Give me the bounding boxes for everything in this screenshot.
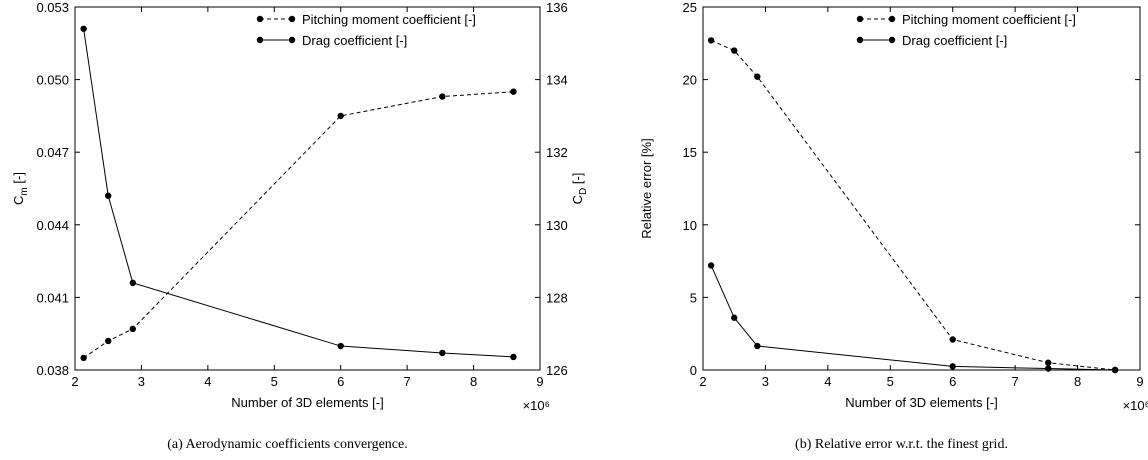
y2-tick-label: 130 <box>546 218 568 233</box>
y-tick-label: 0.038 <box>36 363 69 378</box>
x-axis-label: Number of 3D elements [-] <box>845 395 997 410</box>
series-marker <box>80 25 87 32</box>
x-tick-label: 6 <box>337 374 344 389</box>
chart: 2 3 4 5 6 7 8 9 0 5 10 15 20 25 Number of 3D elements … <box>639 0 1148 452</box>
series-marker <box>949 336 956 343</box>
label-subscript: m <box>19 187 30 195</box>
x-multiplier: ×10⁶ <box>523 398 550 413</box>
series-marker <box>1111 366 1119 374</box>
legend-marker <box>888 15 896 23</box>
legend-marker <box>256 15 264 23</box>
legend-marker <box>856 15 864 23</box>
series-marker <box>1045 365 1052 372</box>
x-tick-label: 6 <box>949 374 956 389</box>
series-marker <box>105 192 112 199</box>
series-marker <box>707 37 715 44</box>
series-marker <box>754 73 761 80</box>
x-tick-label: 8 <box>470 374 477 389</box>
series-line <box>710 39 1116 371</box>
label-unit: [-] <box>570 173 585 188</box>
y-tick-label: 5 <box>690 290 697 305</box>
legend-label: Pitching moment coefficient [-] <box>302 12 476 27</box>
axis-label: CD [-] <box>570 173 589 205</box>
x-multiplier: ×10⁶ <box>1123 398 1148 413</box>
legend-label: Drag coefficient [-] <box>302 33 407 48</box>
x-tick-label: 5 <box>887 374 894 389</box>
legend-label: Pitching moment coefficient [-] <box>902 12 1076 27</box>
y-tick-label: 0.053 <box>36 0 69 15</box>
x-tick-label: 3 <box>762 374 769 389</box>
legend-marker <box>288 36 296 44</box>
series-marker <box>129 279 136 287</box>
plot-frame <box>702 6 1141 371</box>
series-marker <box>337 112 344 120</box>
series-marker <box>439 93 446 100</box>
x-tick-label: 4 <box>824 374 831 389</box>
x-axis-label: Number of 3D elements [-] <box>231 395 383 410</box>
y-tick-label: 0.044 <box>36 218 69 233</box>
y-tick-label: 15 <box>683 145 697 160</box>
series-marker <box>80 354 87 362</box>
series-line <box>710 265 1116 371</box>
axis-label: Cm [-] <box>11 172 30 205</box>
caption: (b) Relative error w.r.t. the finest gri… <box>795 437 1008 452</box>
legend-marker <box>888 36 896 44</box>
legend-marker <box>256 36 264 44</box>
axis-label: Relative error [%] <box>639 138 654 238</box>
label-symbol: C <box>11 196 26 205</box>
series-marker <box>510 353 517 361</box>
y-tick-label: 25 <box>683 0 697 15</box>
y-tick-label: 10 <box>683 218 697 233</box>
label-symbol: Relative error [%] <box>639 138 654 238</box>
series-marker <box>731 47 738 54</box>
series-marker <box>754 342 761 350</box>
y-tick-label: 0.050 <box>36 73 69 88</box>
series-line <box>83 91 514 359</box>
label-subscript: D <box>578 188 589 195</box>
y-tick-label: 0.041 <box>36 290 69 305</box>
series-marker <box>439 349 446 357</box>
y2-tick-label: 136 <box>546 0 568 15</box>
legend-marker <box>856 36 864 44</box>
series-marker <box>707 262 715 269</box>
x-tick-label: 5 <box>271 374 278 389</box>
x-tick-label: 7 <box>404 374 411 389</box>
y-tick-label: 20 <box>683 73 697 88</box>
chart: 2 3 4 5 6 7 8 9 0.038 0.041 0.044 0.047 0.050 0.053 12… <box>11 0 589 452</box>
series-marker <box>510 88 517 95</box>
x-tick-label: 2 <box>699 374 706 389</box>
plot-frame <box>74 6 541 371</box>
series-marker <box>1045 359 1052 366</box>
series-marker <box>105 337 112 345</box>
x-tick-label: 2 <box>71 374 78 389</box>
caption: (a) Aerodynamic coefficients convergence… <box>167 437 407 452</box>
series-marker <box>731 314 738 321</box>
series-marker <box>129 325 136 333</box>
y-tick-label: 0.047 <box>36 145 69 160</box>
label-symbol: C <box>570 195 585 204</box>
x-tick-label: 7 <box>1012 374 1019 389</box>
series-marker <box>337 342 344 350</box>
series-line <box>83 28 514 358</box>
x-tick-label: 9 <box>1136 374 1143 389</box>
y2-tick-label: 126 <box>546 363 568 378</box>
y2-tick-label: 128 <box>546 290 568 305</box>
x-tick-label: 3 <box>138 374 145 389</box>
series-marker <box>949 363 956 370</box>
y-tick-label: 0 <box>690 363 697 378</box>
x-tick-label: 9 <box>536 374 543 389</box>
legend-marker <box>288 15 296 23</box>
label-unit: [-] <box>11 172 26 187</box>
legend-label: Drag coefficient [-] <box>902 33 1007 48</box>
y2-tick-label: 132 <box>546 145 568 160</box>
y2-tick-label: 134 <box>546 73 568 88</box>
x-tick-label: 8 <box>1074 374 1081 389</box>
x-tick-label: 4 <box>204 374 211 389</box>
